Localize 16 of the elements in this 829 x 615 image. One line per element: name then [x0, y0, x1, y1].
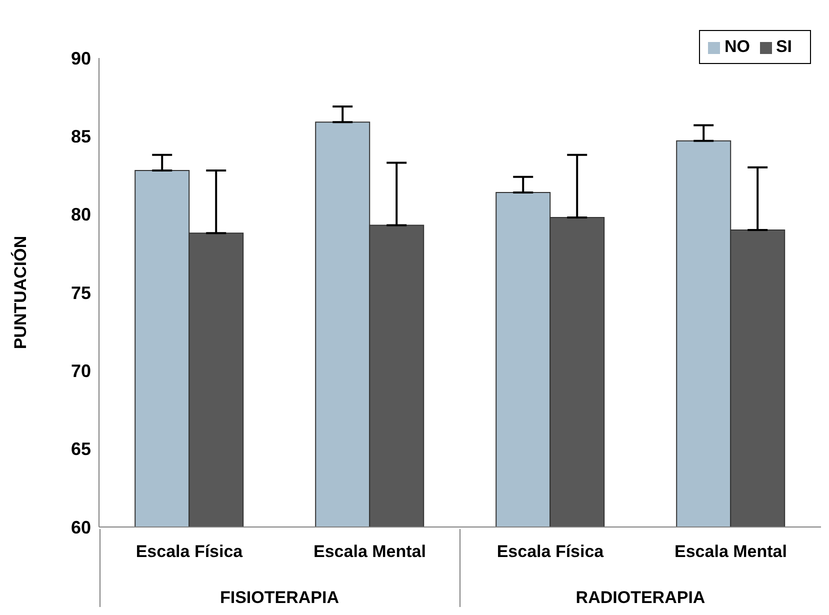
y-tick-label: 70: [70, 361, 91, 382]
y-tick-label: 75: [70, 282, 91, 303]
legend-label: NO: [724, 37, 750, 56]
text: FISIOTERAPIA: [220, 588, 340, 607]
text: RADIOTERAPIA: [576, 588, 706, 607]
y-axis-title: PUNTUACIÓN: [10, 236, 30, 350]
x-tick-label: Escala Física: [136, 542, 244, 561]
y-tick-label: 60: [70, 517, 91, 538]
x-tick-label: Escala Mental: [314, 542, 426, 561]
y-tick-label: 85: [70, 126, 91, 147]
y-tick-label: 90: [70, 48, 91, 68]
y-tick-label: 65: [70, 439, 91, 460]
x-tick-label: Escala Física: [496, 542, 604, 561]
x-tick-label: Escala Mental: [674, 542, 787, 561]
y-tick-label: 80: [70, 204, 91, 225]
legend-label: SI: [776, 37, 792, 56]
